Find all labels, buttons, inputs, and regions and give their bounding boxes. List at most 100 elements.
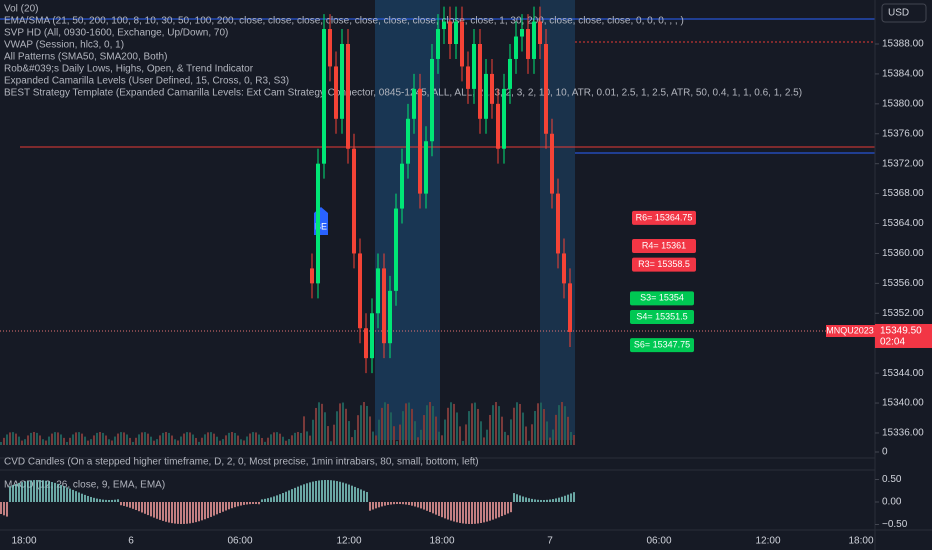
time-label: 18:00 <box>11 536 36 547</box>
volume-bar <box>324 412 326 445</box>
candle-body <box>514 36 518 59</box>
macd-bar <box>228 502 230 510</box>
volume-bar <box>114 436 116 445</box>
price-tick-label: 15352.00 <box>882 308 924 319</box>
macd-tick-label: −0.50 <box>882 519 908 530</box>
volume-bar <box>105 435 107 445</box>
volume-bar <box>291 435 293 445</box>
macd-bar <box>111 499 113 502</box>
macd-bar <box>453 502 455 522</box>
candle-body <box>526 29 530 59</box>
macd-bar <box>75 491 77 502</box>
macd-bar <box>192 502 194 523</box>
volume-bar <box>48 436 50 445</box>
macd-bar <box>315 480 317 502</box>
volume-bar <box>405 403 407 445</box>
volume-bar <box>384 402 386 445</box>
candle-body <box>376 268 380 314</box>
volume-bar <box>429 402 431 445</box>
volume-bar <box>6 434 8 445</box>
macd-bar <box>516 494 518 502</box>
volume-bar <box>465 424 467 445</box>
volume-bar <box>135 437 137 445</box>
volume-bar <box>414 421 416 445</box>
volume-bar <box>45 440 47 445</box>
candle-body <box>316 163 320 284</box>
macd-bar <box>369 502 371 511</box>
volume-bar <box>69 437 71 445</box>
candle-body <box>322 29 326 164</box>
volume-bar <box>243 440 245 445</box>
volume-bar <box>261 437 263 445</box>
macd-bar <box>441 502 443 518</box>
volume-bar <box>363 402 365 445</box>
candle-body <box>340 44 344 119</box>
volume-bar <box>0 442 2 445</box>
candle-body <box>310 268 314 284</box>
volume-bar <box>102 432 104 445</box>
macd-tick-label: 0.00 <box>882 497 902 508</box>
volume-bar <box>486 429 488 445</box>
volume-bar <box>450 402 452 445</box>
macd-bar <box>177 502 179 524</box>
volume-bar <box>567 416 569 445</box>
volume-bar <box>216 436 218 445</box>
macd-bar <box>432 502 434 514</box>
macd-bar <box>81 493 83 502</box>
time-label: 06:00 <box>646 536 671 547</box>
time-label: 12:00 <box>336 536 361 547</box>
level-label: S6= 15347.75 <box>634 339 690 349</box>
volume-bar <box>330 441 332 445</box>
volume-bar <box>99 432 101 445</box>
macd-bar <box>84 494 86 502</box>
volume-bar <box>453 403 455 445</box>
volume-bar <box>30 432 32 445</box>
macd-bar <box>504 502 506 515</box>
macd-bar <box>93 497 95 502</box>
macd-bar <box>363 490 365 502</box>
macd-bar <box>279 494 281 502</box>
volume-bar <box>111 440 113 445</box>
macd-bar <box>489 502 491 521</box>
macd-bar <box>42 480 44 502</box>
indicator-legend: All Patterns (SMA50, SMA200, Both) <box>4 52 167 63</box>
macd-bar <box>108 499 110 502</box>
macd-bar <box>210 502 212 517</box>
volume-bar <box>420 429 422 445</box>
candle-body <box>430 58 434 142</box>
volume-bar <box>462 440 464 445</box>
macd-bar <box>45 480 47 502</box>
volume-bar <box>186 432 188 445</box>
volume-bar <box>309 435 311 445</box>
volume-bar <box>345 408 347 445</box>
macd-bar <box>72 489 74 502</box>
candle-body <box>412 88 416 119</box>
volume-bar <box>12 432 14 445</box>
macd-bar <box>567 494 569 502</box>
macd-bar <box>426 502 428 511</box>
macd-bar <box>198 502 200 522</box>
volume-bar <box>411 408 413 445</box>
macd-bar <box>303 484 305 502</box>
indicator-legend: VWAP (Session, hlc3, 0, 1) <box>4 40 124 51</box>
macd-bar <box>399 502 401 505</box>
level-tag <box>632 210 696 225</box>
volume-bar <box>177 440 179 445</box>
volume-bar <box>171 435 173 445</box>
macd-bar <box>501 502 503 517</box>
macd-bar <box>183 502 185 524</box>
volume-bar <box>264 441 266 445</box>
volume-bar <box>378 419 380 445</box>
macd-bar <box>456 502 458 523</box>
volume-bar <box>294 432 296 445</box>
macd-bar <box>207 502 209 519</box>
symbol: MNQU2023 <box>826 325 874 335</box>
macd-bar <box>114 499 116 502</box>
currency-button[interactable] <box>881 3 927 23</box>
volume-bar <box>267 437 269 445</box>
volume-bar <box>222 439 224 445</box>
candle-body <box>544 44 548 134</box>
level-tag <box>630 338 694 353</box>
macd-bar <box>291 489 293 502</box>
volume-bar <box>228 432 230 445</box>
